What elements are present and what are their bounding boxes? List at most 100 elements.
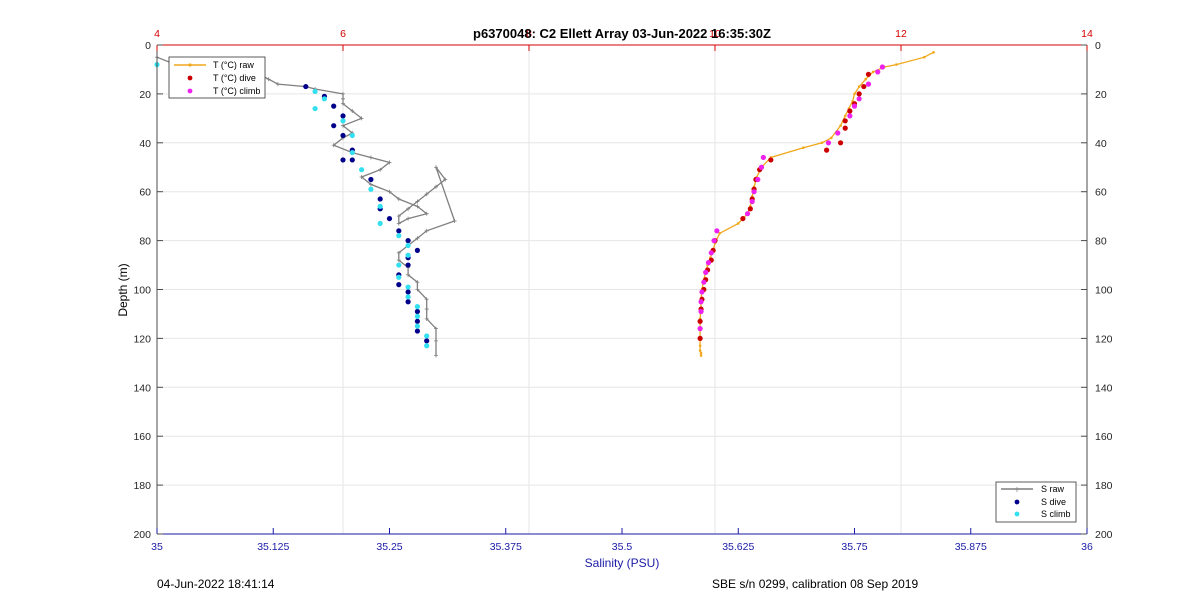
- legend-salinity: + S raw S dive S climb: [995, 481, 1077, 523]
- s-raw-point: [359, 175, 364, 180]
- s-climb-point: [368, 186, 374, 192]
- t-dive-point: [861, 83, 867, 90]
- s-raw-point: [415, 204, 420, 209]
- s-climb-point: [405, 284, 411, 290]
- y-tick-label-right: 180: [1095, 480, 1113, 492]
- t-climb-point: [865, 81, 872, 87]
- t-dive-point: [747, 206, 753, 212]
- y-tick-label-right: 140: [1095, 382, 1113, 394]
- t-raw-point: [699, 351, 703, 355]
- t-raw-point: [718, 231, 721, 235]
- s-climb-point: [349, 149, 355, 156]
- s-raw-point: [341, 123, 345, 128]
- s-raw-point: [275, 82, 280, 87]
- t-raw-point: [922, 55, 926, 59]
- s-raw-point: [396, 250, 401, 255]
- s-raw-point: [341, 91, 345, 96]
- x2-tick-label: 14: [1081, 28, 1093, 40]
- t-climb-point: [751, 189, 757, 195]
- y-tick-label: 140: [133, 382, 151, 394]
- series-layer: [154, 51, 935, 358]
- s-raw-point: [368, 155, 373, 160]
- legend-s-raw-marker: +: [1014, 485, 1021, 494]
- footer-calibration: SBE s/n 0299, calibration 08 Sep 2019: [712, 577, 919, 591]
- s-raw-point: [406, 206, 411, 211]
- t-climb-point: [835, 130, 841, 136]
- s-climb-point: [349, 132, 355, 139]
- y-tick-label: 60: [139, 187, 151, 199]
- s-climb-point: [377, 220, 383, 227]
- s-climb-point: [312, 88, 318, 95]
- t-raw-point: [932, 51, 935, 54]
- t-dive-point: [847, 108, 853, 114]
- s-climb-point: [340, 118, 346, 124]
- x-tick-label: 35.125: [257, 541, 289, 553]
- y-tick-label: 40: [139, 138, 151, 150]
- s-climb-point: [414, 323, 420, 329]
- t-dive-point: [856, 91, 862, 97]
- t-climb-point: [697, 326, 703, 332]
- t-raw-point: [857, 85, 861, 88]
- chart-title: p6370048: C2 Ellett Array 03-Jun-2022 16…: [473, 26, 771, 41]
- t-raw-point: [871, 70, 875, 74]
- s-climb-point: [414, 304, 420, 310]
- y-tick-label: 100: [133, 285, 151, 297]
- t-raw-point: [699, 354, 703, 357]
- s-raw-point: [331, 143, 336, 148]
- s-raw-point: [434, 338, 438, 343]
- grid: [157, 45, 1087, 534]
- s-dive-point: [396, 228, 402, 234]
- s-dive-point: [340, 113, 346, 119]
- s-dive-point: [414, 328, 420, 334]
- s-climb-point: [396, 262, 402, 268]
- x2-tick-label: 8: [526, 28, 532, 40]
- legend-t-raw-marker: [188, 63, 192, 67]
- t-climb-point: [851, 103, 858, 109]
- t-raw-point: [698, 344, 702, 348]
- y-tick-label: 160: [133, 431, 151, 443]
- t-raw-point: [895, 63, 898, 66]
- x2-tick-label: 6: [340, 28, 346, 40]
- t-climb-point: [744, 211, 751, 217]
- legend-t-climb-label: T (°C) climb: [213, 86, 260, 96]
- s-dive-point: [405, 299, 411, 305]
- t-climb-point: [714, 228, 720, 234]
- s-dive-point: [331, 103, 337, 109]
- s-raw-point: [434, 165, 438, 170]
- t-dive-point: [837, 140, 844, 146]
- s-raw-point: [396, 197, 401, 202]
- s-raw-point: [387, 189, 392, 194]
- t-climb-point: [755, 176, 761, 183]
- t-raw-point: [802, 146, 805, 149]
- s-raw-point: [452, 219, 457, 224]
- t-dive-point: [842, 118, 848, 124]
- x-tick-label: 36: [1081, 541, 1093, 553]
- y-tick-label: 0: [145, 40, 151, 52]
- s-raw-point: [387, 160, 392, 165]
- s-dive-point: [414, 308, 420, 315]
- s-raw-point: [415, 287, 420, 292]
- s-raw-point: [434, 353, 438, 358]
- t-raw-point: [820, 141, 824, 145]
- s-raw-point: [341, 101, 345, 106]
- t-raw-point: [853, 92, 856, 96]
- s-climb-point: [414, 313, 420, 319]
- t-climb-point: [847, 113, 853, 119]
- s-raw-point: [424, 297, 429, 302]
- ticks-layer: 35 35.125 35.25 35.375 35.5 35.625 35.75 35.875…: [133, 28, 1112, 553]
- s-dive-point: [349, 157, 355, 163]
- y-tick-label-right: 40: [1095, 138, 1107, 150]
- legend-t-dive-marker: [187, 75, 193, 81]
- t-dive-point: [768, 157, 774, 163]
- s-raw-point: [415, 280, 420, 285]
- legend-s-climb-label: S climb: [1041, 509, 1071, 519]
- t-raw-point: [843, 114, 847, 118]
- legend-t-dive-label: T (°C) dive: [213, 73, 256, 83]
- t-raw-point: [698, 349, 702, 352]
- s-dive-point: [331, 123, 337, 129]
- s-raw-point: [415, 236, 420, 241]
- s-climb-point: [359, 167, 365, 173]
- x-tick-label: 35.25: [376, 541, 402, 553]
- t-climb-point: [760, 154, 766, 161]
